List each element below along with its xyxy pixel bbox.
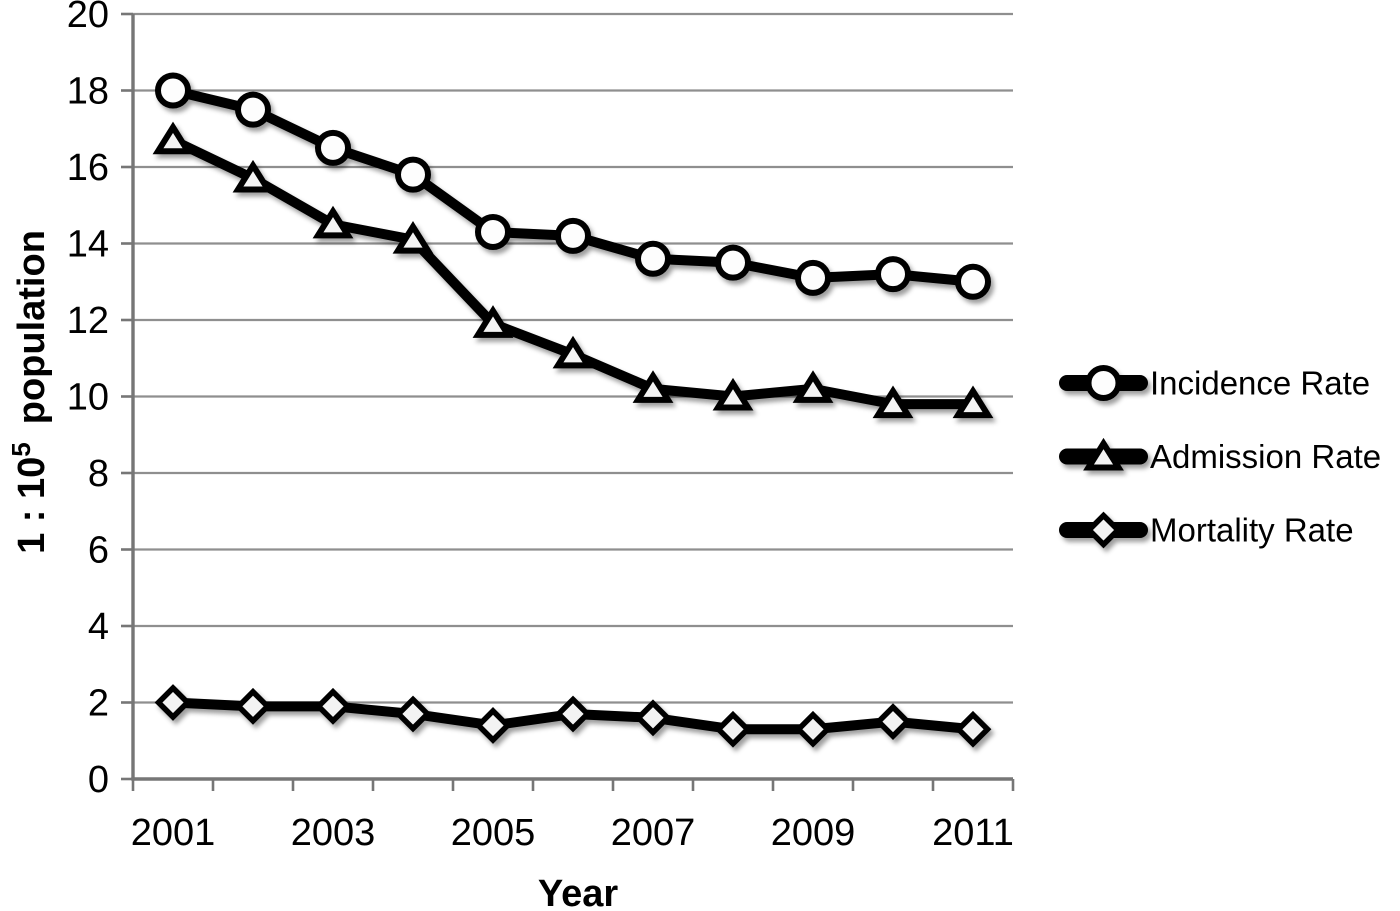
- series-mortality-rate: [154, 684, 992, 748]
- series-incidence-rate: [155, 72, 991, 300]
- mortality-rate-point: [474, 707, 512, 744]
- legend-label: Incidence Rate: [1150, 365, 1370, 402]
- mortality-rate-point: [874, 703, 912, 741]
- mortality-rate-point: [234, 687, 272, 725]
- incidence-rate-point: [155, 72, 191, 109]
- legend-label: Admission Rate: [1150, 438, 1381, 475]
- admission-rate-point: [872, 385, 914, 419]
- admission-rate-point: [472, 305, 514, 338]
- y-axis-tick-label: 10: [67, 377, 109, 419]
- incidence-rate-point: [315, 129, 351, 166]
- axes: [121, 12, 1015, 791]
- admission-rate-point: [952, 385, 994, 419]
- y-axis-title: 1 : 105population: [6, 230, 53, 554]
- x-axis-title: Year: [538, 873, 619, 911]
- incidence-rate-point: [795, 259, 831, 296]
- admission-rate-point: [152, 121, 194, 155]
- legend-circle-icon: [1085, 365, 1122, 401]
- incidence-rate-point: [635, 240, 671, 277]
- mortality-rate-point: [714, 710, 752, 748]
- y-axis-tick-label: 4: [88, 606, 109, 648]
- mortality-rate-point: [794, 710, 832, 748]
- incidence-rate-point: [395, 156, 431, 193]
- x-axis-tick-label: 2011: [932, 812, 1014, 854]
- incidence-rate-point: [875, 256, 911, 293]
- admission-rate-point: [312, 205, 354, 239]
- x-axis-tick-label: 2005: [451, 812, 536, 854]
- y-axis-tick-label: 20: [67, 0, 109, 36]
- y-axis-tick-label: 8: [88, 453, 109, 495]
- y-axis-tick-label: 16: [67, 147, 109, 189]
- x-axis-tick-label: 2003: [291, 812, 376, 854]
- admission-rate-point: [232, 159, 274, 193]
- incidence-rate-point: [715, 244, 751, 281]
- mortality-rate-point: [314, 687, 352, 725]
- legend-label: Mortality Rate: [1150, 512, 1354, 549]
- mortality-rate-point: [394, 695, 432, 733]
- admission-rate-point: [712, 377, 754, 411]
- mortality-rate-point: [634, 699, 672, 737]
- incidence-rate-point: [475, 214, 511, 251]
- gridlines: [133, 12, 1013, 704]
- incidence-rate-point: [555, 217, 591, 254]
- mortality-rate-point: [154, 684, 192, 721]
- admission-rate-point: [552, 335, 594, 369]
- admission-rate-point: [792, 370, 834, 403]
- y-axis-tick-label: 14: [67, 224, 109, 266]
- y-axis-tick-label: 0: [88, 759, 109, 801]
- admission-rate-point: [632, 370, 674, 403]
- legend-diamond-icon: [1085, 511, 1122, 549]
- mortality-rate-point: [954, 710, 992, 748]
- y-axis-tick-label: 2: [88, 683, 109, 725]
- x-axis-tick-label: 2001: [131, 812, 216, 854]
- x-axis-tick-label: 2009: [771, 812, 856, 854]
- incidence-rate-point: [955, 263, 991, 300]
- legend-item-admission-rate: [1059, 437, 1148, 471]
- legend: Incidence Rate Admission Rate Mortality Ra…: [1059, 365, 1381, 549]
- mortality-rate-point: [554, 695, 592, 733]
- legend-triangle-icon: [1083, 437, 1124, 471]
- legend-item-mortality-rate: [1059, 511, 1148, 549]
- series-admission-rate: [152, 121, 994, 419]
- x-axis-tick-labels: 2001 2003 2005 2007 2009 2011: [131, 812, 1014, 854]
- y-axis-tick-label: 6: [88, 530, 109, 572]
- y-axis-tick-label: 18: [67, 71, 109, 113]
- admission-rate-point: [392, 221, 434, 254]
- y-axis-tick-label: 12: [67, 300, 109, 342]
- incidence-rate-point: [235, 91, 271, 128]
- x-axis-tick-label: 2007: [611, 812, 696, 854]
- legend-item-incidence-rate: [1059, 365, 1148, 401]
- y-axis-tick-labels: 0 2 4 6 8 10 12 14 16 18 20: [67, 0, 109, 801]
